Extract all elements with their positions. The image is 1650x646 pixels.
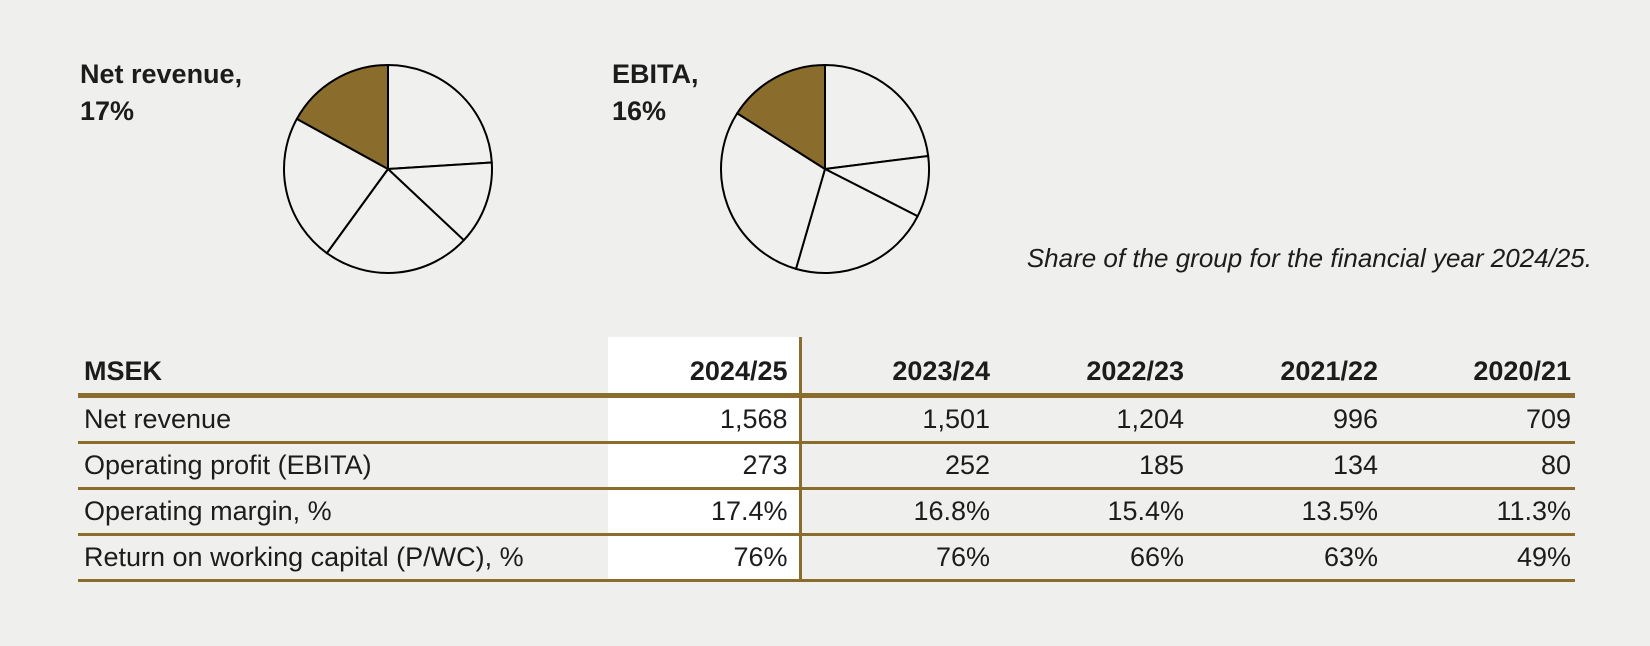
- cell-value: 1,204: [994, 395, 1188, 444]
- pie-slice: [719, 112, 826, 270]
- cell-value: 13.5%: [1188, 488, 1382, 536]
- ebita-pie-label: EBITA, 16%: [612, 56, 699, 130]
- table-header-2024-25: 2024/25: [608, 337, 802, 398]
- cell-value: 1,501: [800, 395, 994, 444]
- ebita-pie-label-line1: EBITA,: [612, 59, 699, 89]
- ebita-pie-label-line2: 16%: [612, 96, 667, 126]
- row-label: Operating profit (EBITA): [78, 442, 608, 490]
- cell-value: 76%: [800, 534, 994, 582]
- cell-value: 709: [1382, 395, 1575, 444]
- net-revenue-pie-label-line2: 17%: [80, 96, 135, 126]
- table-header-2020-21: 2020/21: [1382, 337, 1575, 398]
- pie-slice: [824, 64, 930, 170]
- pie-slice: [325, 168, 465, 274]
- five-year-financial-table: MSEK 2024/25 2023/24 2022/23 2021/22 202…: [78, 337, 1575, 582]
- cell-value: 17.4%: [608, 488, 802, 536]
- table-header-msek: MSEK: [78, 337, 608, 398]
- cell-value: 66%: [994, 534, 1188, 582]
- table-row-operating-profit: Operating profit (EBITA) 273 252 185 134…: [78, 442, 1575, 490]
- pie-slice: [794, 168, 919, 274]
- row-label: Return on working capital (P/WC), %: [78, 534, 608, 582]
- table-header-2021-22: 2021/22: [1188, 337, 1382, 398]
- cell-value: 252: [800, 442, 994, 490]
- net-revenue-pie-chart: [283, 64, 493, 274]
- cell-value: 273: [608, 442, 802, 490]
- table-header-2022-23: 2022/23: [994, 337, 1188, 398]
- cell-value: 80: [1382, 442, 1575, 490]
- net-revenue-pie-label-line1: Net revenue,: [80, 59, 243, 89]
- cell-value: 134: [1188, 442, 1382, 490]
- cell-value: 185: [994, 442, 1188, 490]
- table-row-net-revenue: Net revenue 1,568 1,501 1,204 996 709: [78, 395, 1575, 444]
- cell-value: 16.8%: [800, 488, 994, 536]
- pie-slice-highlighted: [736, 64, 826, 170]
- cell-value: 15.4%: [994, 488, 1188, 536]
- cell-value: 11.3%: [1382, 488, 1575, 536]
- cell-value: 76%: [608, 534, 802, 582]
- pie-slice: [387, 64, 493, 170]
- pie-slice: [283, 117, 389, 255]
- row-label: Operating margin, %: [78, 488, 608, 536]
- cell-value: 996: [1188, 395, 1382, 444]
- cell-value: 1,568: [608, 395, 802, 444]
- cell-value: 49%: [1382, 534, 1575, 582]
- table-header-2023-24: 2023/24: [800, 337, 994, 398]
- table-row-return-on-working-capital: Return on working capital (P/WC), % 76% …: [78, 534, 1575, 582]
- net-revenue-pie-label: Net revenue, 17%: [80, 56, 242, 130]
- table-header-row: MSEK 2024/25 2023/24 2022/23 2021/22 202…: [78, 337, 1575, 398]
- table-row-operating-margin: Operating margin, % 17.4% 16.8% 15.4% 13…: [78, 488, 1575, 536]
- ebita-pie-chart: [719, 64, 930, 274]
- row-label: Net revenue: [78, 395, 608, 444]
- cell-value: 63%: [1188, 534, 1382, 582]
- pie-slice-highlighted: [295, 64, 389, 170]
- pie-slice: [387, 161, 493, 242]
- figure-caption: Share of the group for the financial yea…: [1026, 243, 1592, 273]
